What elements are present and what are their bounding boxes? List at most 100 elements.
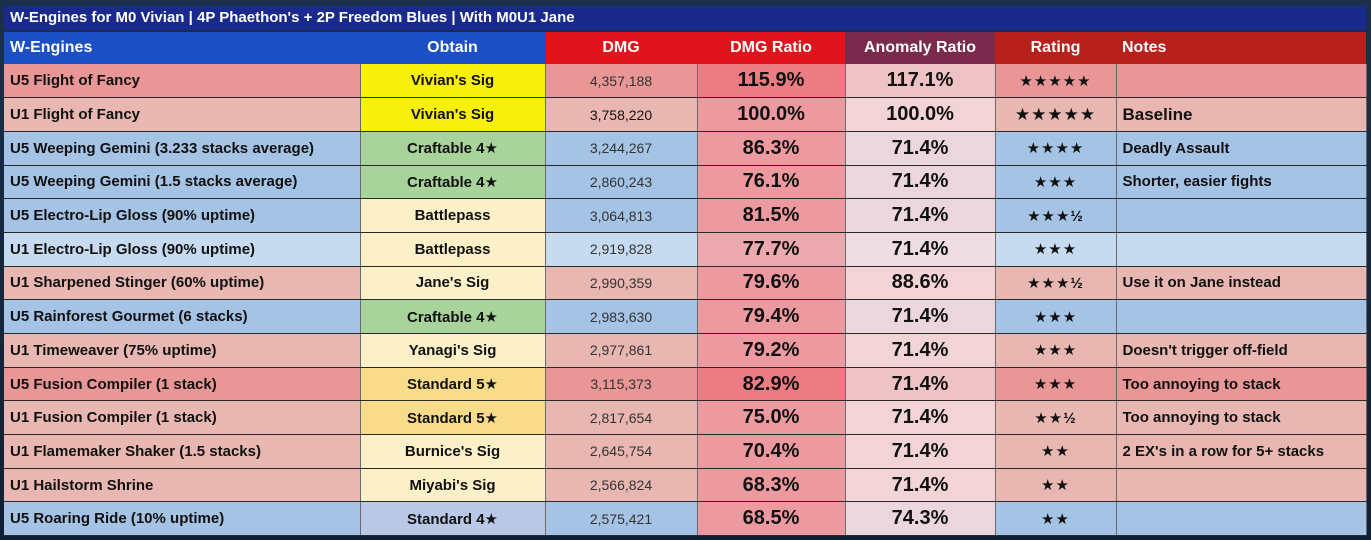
table-title: W-Engines for M0 Vivian | 4P Phaethon's … xyxy=(4,6,1366,30)
w-engine-name: U1 Hailstorm Shrine xyxy=(4,468,361,503)
obtain-source: Battlepass xyxy=(360,198,546,233)
w-engine-name: U5 Roaring Ride (10% uptime) xyxy=(4,501,361,537)
obtain-source: Standard 5★ xyxy=(360,367,546,402)
header-rating: Rating xyxy=(995,32,1116,64)
rating-stars: ★★★ xyxy=(995,333,1117,368)
header-dmg: DMG xyxy=(545,32,697,64)
anomaly-ratio: 117.1% xyxy=(845,64,996,99)
dmg-ratio: 70.4% xyxy=(697,434,846,469)
dmg-ratio: 82.9% xyxy=(697,367,846,402)
dmg-ratio: 115.9% xyxy=(697,64,846,99)
dmg-value: 3,064,813 xyxy=(545,198,698,233)
obtain-source: Yanagi's Sig xyxy=(360,333,546,368)
anomaly-ratio: 71.4% xyxy=(845,165,996,200)
obtain-source: Craftable 4★ xyxy=(360,165,546,200)
table-row: U5 Flight of Fancy Vivian's Sig 4,357,188 1… xyxy=(4,64,1367,99)
dmg-ratio: 68.5% xyxy=(697,501,846,537)
table-row: U1 Electro-Lip Gloss (90% uptime) Battlep… xyxy=(4,232,1367,267)
anomaly-ratio: 88.6% xyxy=(845,266,996,301)
notes xyxy=(1116,501,1367,537)
anomaly-ratio: 71.4% xyxy=(845,198,996,233)
anomaly-ratio: 71.4% xyxy=(845,299,996,334)
anomaly-ratio: 74.3% xyxy=(845,501,996,537)
anomaly-ratio: 71.4% xyxy=(845,468,996,503)
table-row: U1 Hailstorm Shrine Miyabi's Sig 2,566,824… xyxy=(4,468,1367,503)
notes: Shorter, easier fights xyxy=(1116,165,1367,200)
dmg-ratio: 76.1% xyxy=(697,165,846,200)
dmg-value: 2,566,824 xyxy=(545,468,698,503)
w-engine-name: U5 Weeping Gemini (3.233 stacks average) xyxy=(4,131,361,166)
obtain-source: Burnice's Sig xyxy=(360,434,546,469)
w-engine-name: U5 Electro-Lip Gloss (90% uptime) xyxy=(4,198,361,233)
w-engine-name: U1 Fusion Compiler (1 stack) xyxy=(4,400,361,436)
rating-stars: ★★★ xyxy=(995,232,1117,267)
notes: Too annoying to stack xyxy=(1116,367,1367,402)
dmg-value: 2,645,754 xyxy=(545,434,698,469)
header-row: W-Engines Obtain DMG DMG Ratio Anomaly R… xyxy=(4,32,1366,64)
table-row: U5 Electro-Lip Gloss (90% uptime) Battlep… xyxy=(4,198,1367,233)
header-anomaly-ratio: Anomaly Ratio xyxy=(845,32,995,64)
table-row: U1 Flight of Fancy Vivian's Sig 3,758,220 1… xyxy=(4,97,1367,132)
table-row: U5 Rainforest Gourmet (6 stacks) Craftabl… xyxy=(4,299,1367,334)
obtain-source: Miyabi's Sig xyxy=(360,468,546,503)
rating-stars: ★★★★★ xyxy=(995,97,1117,132)
dmg-ratio: 75.0% xyxy=(697,400,846,436)
notes xyxy=(1116,198,1367,233)
obtain-source: Battlepass xyxy=(360,232,546,267)
w-engine-table: W-Engines Obtain DMG DMG Ratio Anomaly R… xyxy=(4,32,1367,537)
dmg-value: 3,758,220 xyxy=(545,97,698,132)
obtain-source: Standard 5★ xyxy=(360,400,546,436)
dmg-ratio: 86.3% xyxy=(697,131,846,166)
anomaly-ratio: 71.4% xyxy=(845,434,996,469)
notes: Too annoying to stack xyxy=(1116,400,1367,436)
table-row: U1 Fusion Compiler (1 stack) Standard 5★ 2… xyxy=(4,400,1367,436)
rating-stars: ★★★½ xyxy=(995,198,1117,233)
anomaly-ratio: 71.4% xyxy=(845,232,996,267)
table-row: U5 Weeping Gemini (3.233 stacks average)… xyxy=(4,131,1367,166)
table-row: U5 Roaring Ride (10% uptime) Standard 4★ 2… xyxy=(4,501,1367,537)
dmg-value: 2,977,861 xyxy=(545,333,698,368)
rating-stars: ★★★ xyxy=(995,367,1117,402)
anomaly-ratio: 71.4% xyxy=(845,367,996,402)
header-w-engines: W-Engines xyxy=(4,32,360,64)
notes: Baseline xyxy=(1116,97,1367,132)
anomaly-ratio: 100.0% xyxy=(845,97,996,132)
obtain-source: Craftable 4★ xyxy=(360,131,546,166)
obtain-source: Craftable 4★ xyxy=(360,299,546,334)
anomaly-ratio: 71.4% xyxy=(845,131,996,166)
dmg-ratio: 77.7% xyxy=(697,232,846,267)
w-engine-name: U5 Fusion Compiler (1 stack) xyxy=(4,367,361,402)
table-body: U5 Flight of Fancy Vivian's Sig 4,357,188 1… xyxy=(4,64,1367,537)
rating-stars: ★★★ xyxy=(995,299,1117,334)
dmg-value: 2,575,421 xyxy=(545,501,698,537)
rating-stars: ★★ xyxy=(995,468,1117,503)
dmg-ratio: 100.0% xyxy=(697,97,846,132)
notes: Doesn't trigger off-field xyxy=(1116,333,1367,368)
rating-stars: ★★★★ xyxy=(995,131,1117,166)
table-row: U1 Timeweaver (75% uptime) Yanagi's Sig 2,… xyxy=(4,333,1367,368)
w-engine-name: U5 Weeping Gemini (1.5 stacks average) xyxy=(4,165,361,200)
dmg-ratio: 79.2% xyxy=(697,333,846,368)
dmg-ratio: 79.4% xyxy=(697,299,846,334)
obtain-source: Vivian's Sig xyxy=(360,64,546,99)
notes: Use it on Jane instead xyxy=(1116,266,1367,301)
dmg-value: 2,817,654 xyxy=(545,400,698,436)
rating-stars: ★★★½ xyxy=(995,266,1117,301)
w-engine-name: U1 Flamemaker Shaker (1.5 stacks) xyxy=(4,434,361,469)
w-engine-name: U1 Timeweaver (75% uptime) xyxy=(4,333,361,368)
dmg-value: 2,983,630 xyxy=(545,299,698,334)
rating-stars: ★★★★★ xyxy=(995,64,1117,99)
header-obtain: Obtain xyxy=(360,32,545,64)
obtain-source: Jane's Sig xyxy=(360,266,546,301)
table-row: U5 Fusion Compiler (1 stack) Standard 5★ 3… xyxy=(4,367,1367,402)
w-engine-name: U1 Electro-Lip Gloss (90% uptime) xyxy=(4,232,361,267)
w-engine-name: U5 Flight of Fancy xyxy=(4,64,361,99)
rating-stars: ★★ xyxy=(995,501,1117,537)
notes xyxy=(1116,64,1367,99)
dmg-ratio: 79.6% xyxy=(697,266,846,301)
table-row: U5 Weeping Gemini (1.5 stacks average) Cr… xyxy=(4,165,1367,200)
notes xyxy=(1116,468,1367,503)
dmg-value: 3,115,373 xyxy=(545,367,698,402)
w-engine-name: U5 Rainforest Gourmet (6 stacks) xyxy=(4,299,361,334)
